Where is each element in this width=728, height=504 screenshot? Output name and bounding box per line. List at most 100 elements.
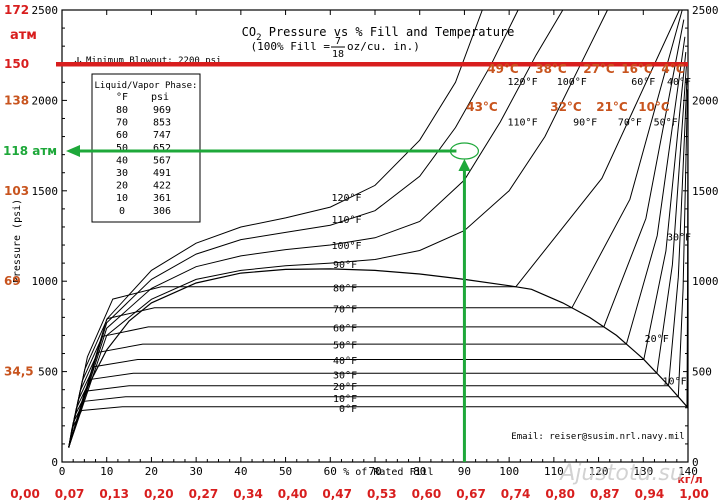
phase-table-psi: 747	[153, 130, 171, 141]
x-tick-label: 60	[324, 465, 337, 478]
phase-table-temp: 80	[116, 105, 128, 116]
isotherm-100f	[68, 9, 564, 448]
kgl-tick-label: 0,87	[590, 487, 620, 501]
marker-arrow-left	[66, 145, 80, 158]
saturation-dome	[68, 268, 689, 448]
curve-label: 40°F	[333, 356, 357, 367]
kgl-tick-label: 0,40	[278, 487, 308, 501]
y-tick-label-right: 2500	[692, 4, 719, 17]
y-tick-label: 0	[51, 456, 58, 469]
isotherm-liquid-60f	[603, 19, 685, 328]
phase-table-temp: 30	[116, 168, 128, 179]
x-tick-label: 140	[678, 465, 698, 478]
curve-label-right: 50°F	[654, 118, 678, 129]
isotherm-liquid-10f	[677, 89, 688, 397]
kgl-tick-label: 1,00	[679, 487, 709, 501]
isotherm-liquid-0f	[686, 99, 689, 407]
atm-tick-label: 69	[4, 274, 21, 288]
atm-tick-label: 150	[4, 57, 29, 71]
atm-tick-label: 172	[4, 3, 29, 17]
curve-label: 30°F	[333, 370, 357, 381]
x-tick-label: 90	[458, 465, 471, 478]
x-tick-label: 40	[234, 465, 247, 478]
curve-label: 0°F	[339, 404, 357, 415]
kgl-tick-label: 0,67	[456, 487, 486, 501]
chart-subtitle-numerator: 7	[335, 36, 341, 47]
curve-label-right: 40°F	[667, 77, 691, 88]
chart-title: CO2 Pressure vs % Fill and Temperature	[242, 25, 515, 43]
phase-table-temp: 40	[116, 155, 128, 166]
y-tick-label: 2000	[32, 94, 59, 107]
curve-label: 50°F	[333, 340, 357, 351]
isotherm-liquid-20f	[668, 78, 688, 386]
marker-arrow-up	[458, 159, 471, 172]
phase-table-psi: 969	[153, 105, 171, 116]
y-tick-label-right: 2000	[692, 94, 719, 107]
kgl-tick-label: 0,94	[635, 487, 665, 501]
chart-subtitle-pre: (100% Fill =	[251, 40, 331, 53]
isotherm-liquid-50f	[625, 36, 686, 345]
atm-unit-label: атм	[10, 28, 37, 43]
kgl-tick-label: 0,80	[545, 487, 575, 501]
phase-table-title: Liquid/Vapor Phase:	[95, 81, 198, 91]
isotherm-110f	[68, 9, 519, 448]
x-tick-label: 120	[589, 465, 609, 478]
kgl-tick-label: 0,20	[144, 487, 174, 501]
x-tick-label: 0	[59, 465, 66, 478]
kgl-tick-label: 0,74	[501, 487, 531, 501]
celsius-label-top: 4°C	[661, 62, 684, 76]
y-tick-label-right: 1500	[692, 185, 719, 198]
curve-label-right: 10°F	[663, 376, 687, 387]
phase-table-psi: 422	[153, 181, 171, 192]
curve-label: 80°F	[333, 284, 357, 295]
atm-tick-label: 138	[4, 93, 29, 107]
isotherm-90f	[68, 9, 608, 448]
celsius-label-mid: 32°C	[550, 100, 582, 114]
chart-subtitle-post: oz/cu. in.)	[347, 40, 420, 53]
phase-table-psi: 361	[153, 193, 171, 204]
atm-tick-label: 103	[4, 184, 29, 198]
curve-label-right: 30°F	[667, 233, 691, 244]
curve-label-right: 70°F	[618, 118, 642, 129]
email-text: Email: reiser@susim.nrl.navy.mil	[511, 432, 684, 442]
curve-label-right: 90°F	[573, 118, 597, 129]
kgl-tick-label: 0,34	[233, 487, 263, 501]
curve-label: 10°F	[333, 394, 357, 405]
x-tick-label: 20	[145, 465, 158, 478]
curve-label: 100°F	[331, 241, 361, 252]
phase-table-psi: 567	[153, 155, 171, 166]
phase-table-psi: 491	[153, 168, 171, 179]
curve-label: 110°F	[331, 215, 361, 226]
y-tick-label: 1500	[32, 185, 59, 198]
curve-label: 60°F	[333, 323, 357, 334]
isotherm-70f	[68, 307, 572, 448]
phase-table-col2: psi	[151, 92, 169, 103]
curve-label-right: 120°F	[508, 77, 538, 88]
y-tick-label: 1000	[32, 275, 59, 288]
curve-label-right: 60°F	[631, 77, 655, 88]
y-axis-label: Pressure (psi)	[12, 199, 23, 283]
chart-subtitle-denominator: 18	[332, 49, 344, 60]
celsius-label-mid: 10°C	[638, 100, 670, 114]
atm-tick-label: 118 атм	[3, 144, 57, 158]
marker-ellipse	[449, 142, 480, 160]
x-tick-label: 110	[544, 465, 564, 478]
y-tick-label-right: 500	[692, 366, 712, 379]
x-axis-label: % of Rated Fill	[343, 467, 433, 478]
phase-table-temp: 60	[116, 130, 128, 141]
kgl-unit-label: кг/л	[677, 473, 702, 486]
x-tick-label: 30	[190, 465, 203, 478]
watermark-text: Ajustotu.su	[558, 461, 684, 486]
curve-label-right: 110°F	[508, 118, 538, 129]
kgl-tick-label: 0,00	[10, 487, 40, 501]
phase-table-temp: 70	[116, 118, 128, 129]
curve-label: 90°F	[333, 260, 357, 271]
isotherm-liquid-40f	[643, 52, 687, 360]
curve-label: 20°F	[333, 382, 357, 393]
curve-label: 120°F	[331, 193, 361, 204]
x-tick-label: 80	[413, 465, 426, 478]
blowout-label: Minimum Blowout: 2200 psi	[86, 56, 221, 66]
kgl-tick-label: 0,07	[55, 487, 85, 501]
kgl-tick-label: 0,27	[189, 487, 219, 501]
